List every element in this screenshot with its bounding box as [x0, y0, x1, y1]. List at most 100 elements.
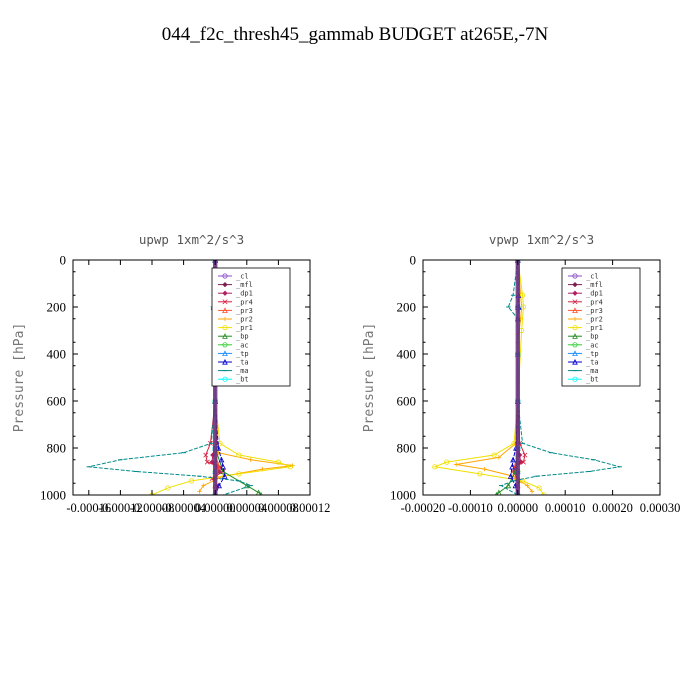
series-point_ta: [507, 473, 514, 479]
legend: _cl_mfl_dp1_pr4_pr3_pr2_pr1_bp_ac_tp_ta_…: [561, 267, 641, 387]
x-tick-label: -0.00010: [448, 501, 493, 515]
series-point_pr1: [491, 452, 497, 458]
series-point_pr2: [197, 489, 202, 494]
series-point_ta: [510, 456, 516, 463]
legend-marker_bp: [222, 333, 228, 339]
x-tick-label: 0.00030: [640, 501, 681, 515]
x-tick-label: 0.00000: [497, 501, 538, 515]
series-point_pr2: [248, 457, 253, 462]
legend-marker_cl: [572, 273, 578, 279]
series-point_pr1: [188, 478, 195, 484]
legend-label: _ma: [586, 367, 599, 375]
y-tick-label: 0: [410, 253, 417, 268]
legend-marker_pr4: [572, 299, 578, 305]
x-tick-label: -0.00012: [98, 501, 143, 515]
series-point_pr2: [496, 455, 502, 460]
y-tick-label: 200: [47, 300, 67, 315]
legend-marker_pr2: [222, 316, 228, 322]
legend-label: _pr3: [586, 307, 603, 315]
x-tick-label: 0.00012: [290, 501, 331, 515]
series-point_pr1: [536, 485, 542, 491]
y-tick-label: 800: [397, 441, 417, 456]
series-point_pr1: [236, 452, 242, 458]
y-tick-label: 800: [47, 441, 67, 456]
legend-label: _pr3: [236, 307, 253, 315]
y-tick-label: 1000: [390, 488, 416, 503]
series-point_pr1: [165, 485, 171, 491]
y-tick-label: 0: [60, 253, 67, 268]
x-tick-label: -0.00008: [130, 501, 175, 515]
series-point_pr1: [275, 459, 281, 465]
y-tick-label: 200: [397, 300, 417, 315]
series-point_ta: [220, 463, 226, 470]
series-point_pr1: [236, 471, 242, 477]
legend-marker_cl: [222, 273, 228, 279]
series-point_pr1: [287, 464, 293, 470]
legend-label: _ac: [586, 341, 599, 349]
legend-label: _pr2: [586, 316, 603, 324]
legend-label: _pr4: [586, 298, 603, 306]
legend-marker_ac: [222, 342, 228, 348]
legend-marker_bp: [572, 333, 578, 339]
series-point_bp: [505, 482, 512, 489]
legend-marker_pr3: [222, 307, 228, 313]
legend-label: _tp: [586, 350, 599, 358]
legend-marker_tp: [222, 350, 228, 356]
series-point_pr1: [444, 459, 450, 465]
legend-label: _pr2: [236, 316, 253, 324]
legend-marker_pr4: [222, 299, 228, 305]
y-tick-label: 400: [47, 347, 67, 362]
series-point_pr1: [432, 464, 438, 470]
series-point_ta: [218, 456, 225, 463]
x-tick-label: 0.00000: [195, 501, 236, 515]
legend-label: _mfl: [586, 281, 603, 289]
series-point_ta: [221, 473, 228, 479]
legend-label: _pr4: [236, 298, 253, 306]
upwp-panel: upwp 1xm^2/s^3 Pressure [hPa] 0 200 400 600 80…: [12, 232, 330, 515]
legend-marker_ta: [572, 358, 578, 365]
legend-marker_dp1: [572, 290, 578, 296]
series-point_pr4: [203, 452, 209, 458]
y-axis-label: Pressure [hPa]: [12, 323, 27, 433]
legend-label: _tp: [236, 350, 249, 358]
legend-label: _bt: [236, 376, 249, 384]
series-point_pr4: [521, 459, 526, 465]
legend-label: _cl: [586, 273, 599, 281]
y-tick-label: 600: [47, 394, 67, 409]
x-tick-label: 0.00020: [592, 501, 633, 515]
legend-label: _cl: [236, 273, 249, 281]
series-point_pr2: [525, 483, 530, 488]
legend-label: _dp1: [586, 290, 603, 298]
series-point_pr2: [201, 483, 206, 488]
legend-marker_ta: [222, 358, 228, 365]
legend-marker_ac: [572, 342, 578, 348]
vpwp-panel: vpwp 1xm^2/s^3 Pressure [hPa] 0 200 400 600 80…: [362, 232, 680, 515]
panel-title: vpwp 1xm^2/s^3: [489, 232, 594, 247]
legend-marker_pr3: [572, 307, 578, 313]
figure-title: 044_f2c_thresh45_gammab BUDGET at265E,-7…: [162, 24, 549, 45]
y-tick-label: 1000: [40, 488, 66, 503]
series-point_pr4: [204, 459, 210, 465]
legend-marker_pr1: [222, 324, 228, 331]
zero-profile-band: [515, 260, 520, 495]
x-tick-label: -0.00016: [66, 501, 111, 515]
legend-marker_mfl: [222, 281, 228, 288]
legend-marker_bt: [222, 376, 228, 382]
series-point_pr4: [522, 452, 528, 458]
legend-marker_tp: [572, 350, 578, 356]
panel-title: upwp 1xm^2/s^3: [139, 232, 244, 247]
series-point_pr2: [482, 466, 487, 472]
legend: _cl_mfl_dp1_pr4_pr3_pr2_pr1_bp_ac_tp_ta_…: [211, 267, 291, 387]
series-point_bp: [243, 482, 250, 489]
y-tick-label: 600: [397, 394, 417, 409]
series-point_ta: [216, 482, 222, 489]
y-tick-label: 400: [397, 347, 417, 362]
legend-label: _ta: [586, 359, 599, 367]
x-tick-label: 0.00010: [545, 501, 586, 515]
legend-label: _ma: [236, 367, 249, 375]
legend-label: _pr1: [586, 324, 603, 332]
x-tick-label: 0.00004: [226, 501, 267, 515]
legend-label: _bp: [586, 333, 599, 341]
plot-frame: [422, 259, 661, 496]
